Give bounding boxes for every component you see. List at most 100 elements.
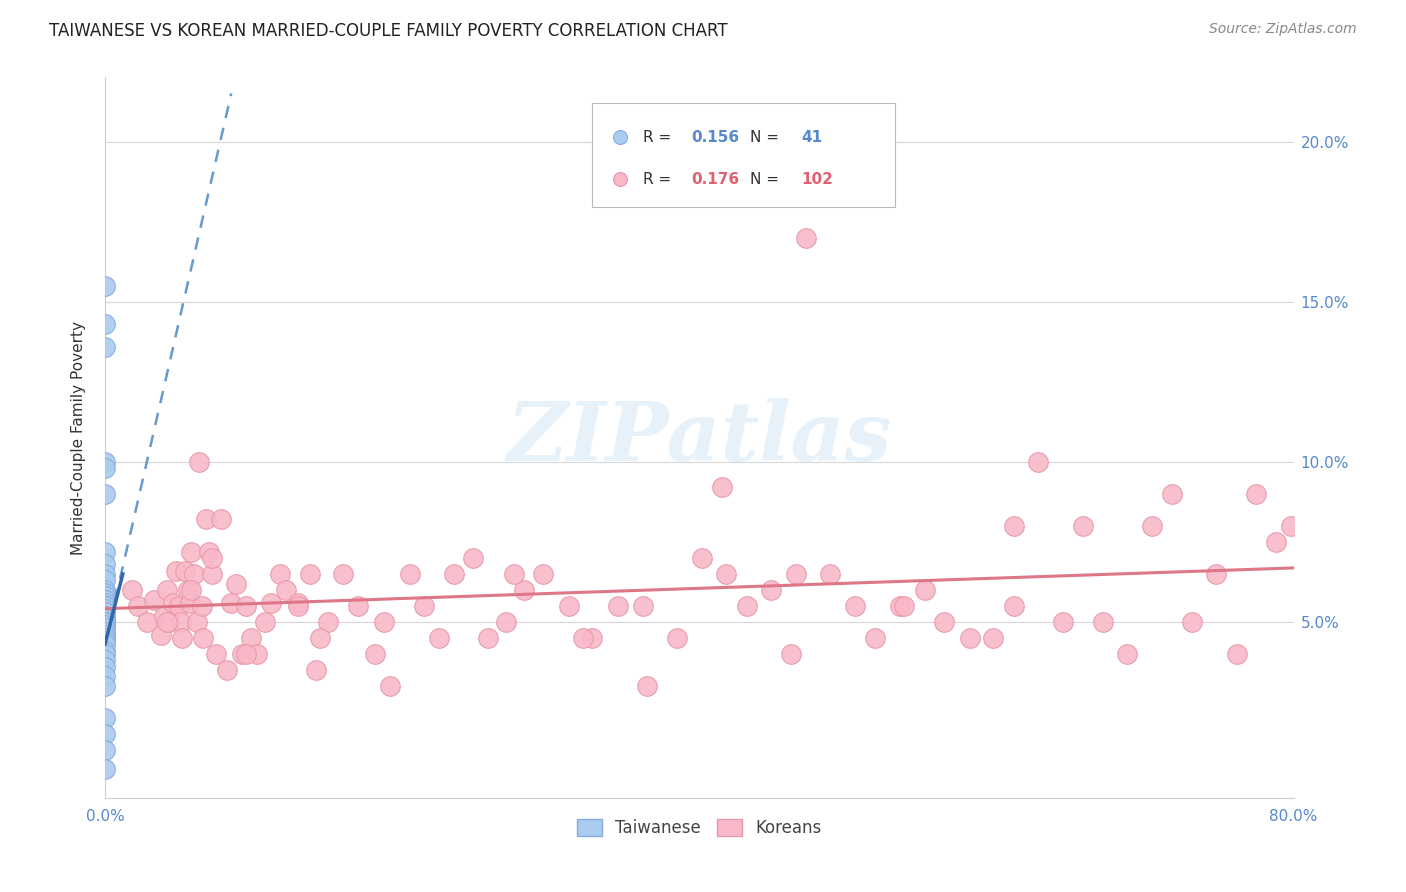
Point <box>889 599 911 613</box>
Point <box>94 592 117 607</box>
Point <box>1071 519 1094 533</box>
Point <box>513 582 536 597</box>
Text: R =: R = <box>644 172 676 186</box>
Point <box>94 544 117 558</box>
Point <box>373 615 395 629</box>
Point <box>254 615 277 629</box>
Point <box>198 544 221 558</box>
Point <box>298 566 321 581</box>
Point <box>269 566 291 581</box>
Point <box>94 644 117 658</box>
Point <box>195 512 218 526</box>
Point <box>94 669 117 683</box>
Point <box>94 634 117 648</box>
Point <box>94 599 117 613</box>
Point <box>94 566 117 581</box>
Point <box>287 599 309 613</box>
Point <box>94 615 117 629</box>
Point <box>94 762 117 776</box>
Point <box>94 660 117 674</box>
Point <box>239 631 262 645</box>
Point <box>135 615 157 629</box>
Point <box>309 631 332 645</box>
Point <box>94 606 117 620</box>
Text: N =: N = <box>751 172 785 186</box>
Point <box>94 558 117 572</box>
Point <box>94 653 117 667</box>
Point <box>150 628 173 642</box>
Point <box>427 631 450 645</box>
Point <box>94 487 117 501</box>
Point <box>364 647 387 661</box>
Point <box>287 596 309 610</box>
Point <box>1026 455 1049 469</box>
Point <box>714 566 737 581</box>
Point <box>759 582 782 597</box>
Point <box>735 599 758 613</box>
Point <box>785 566 807 581</box>
Text: 0.156: 0.156 <box>690 130 740 145</box>
Point <box>94 637 117 651</box>
Text: TAIWANESE VS KOREAN MARRIED-COUPLE FAMILY POVERTY CORRELATION CHART: TAIWANESE VS KOREAN MARRIED-COUPLE FAMIL… <box>49 22 728 40</box>
Text: 0.176: 0.176 <box>690 172 740 186</box>
Point <box>94 631 117 645</box>
Point <box>225 576 247 591</box>
Text: R =: R = <box>644 130 676 145</box>
Point <box>1205 566 1227 581</box>
Text: 102: 102 <box>801 172 834 186</box>
Point <box>174 564 197 578</box>
Point <box>169 599 191 613</box>
Point <box>94 647 117 661</box>
Text: N =: N = <box>751 130 785 145</box>
Point <box>934 615 956 629</box>
Point <box>179 596 201 610</box>
Point <box>1116 647 1139 661</box>
Point <box>495 615 517 629</box>
Point <box>631 599 654 613</box>
Point <box>94 599 117 613</box>
Point <box>305 663 328 677</box>
Point <box>94 679 117 693</box>
Point <box>260 596 283 610</box>
Y-axis label: Married-Couple Family Poverty: Married-Couple Family Poverty <box>72 321 86 555</box>
Point <box>94 596 117 610</box>
Point <box>1264 535 1286 549</box>
Point <box>1246 487 1268 501</box>
Point <box>180 582 202 597</box>
Point <box>690 550 713 565</box>
Point <box>180 544 202 558</box>
Point <box>94 455 117 469</box>
Point <box>94 574 117 588</box>
Point <box>231 647 253 661</box>
Point <box>316 615 339 629</box>
Point <box>172 631 194 645</box>
Point <box>1052 615 1074 629</box>
Point <box>1002 519 1025 533</box>
Point <box>94 586 117 600</box>
Point <box>332 566 354 581</box>
Point <box>1279 519 1302 533</box>
Point <box>914 582 936 597</box>
Point <box>893 599 915 613</box>
Point <box>983 631 1005 645</box>
Point <box>121 582 143 597</box>
Point <box>156 582 179 597</box>
Point <box>219 596 242 610</box>
Point <box>170 615 193 629</box>
FancyBboxPatch shape <box>592 103 896 207</box>
Point <box>780 647 803 661</box>
Point <box>94 615 117 629</box>
Point <box>1181 615 1204 629</box>
Point <box>94 278 117 293</box>
Point <box>413 599 436 613</box>
Point <box>94 628 117 642</box>
Point <box>94 621 117 635</box>
Point <box>557 599 579 613</box>
Point <box>157 615 180 629</box>
Point <box>94 615 117 629</box>
Point <box>380 679 402 693</box>
Point <box>94 727 117 741</box>
Point <box>186 615 208 629</box>
Point <box>94 743 117 757</box>
Point <box>710 480 733 494</box>
